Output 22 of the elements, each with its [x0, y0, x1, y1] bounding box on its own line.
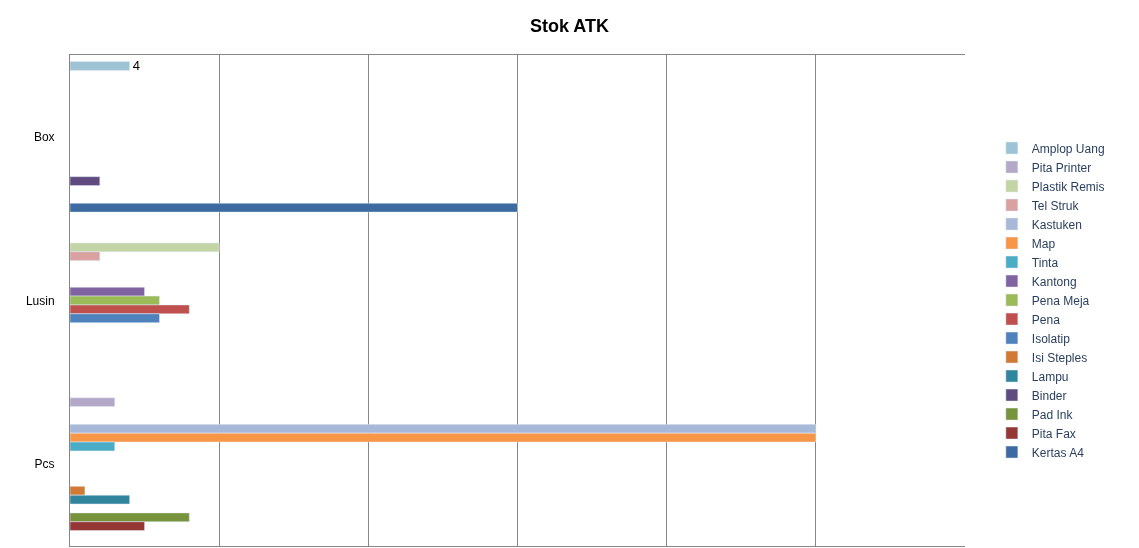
y-tick-label: Lusin: [25, 293, 55, 308]
legend-label: Pena Meja: [1031, 293, 1090, 308]
legend-label: Pita Fax: [1031, 426, 1076, 441]
chart-title: Stok ATK: [530, 15, 609, 36]
legend-label: Kantong: [1031, 274, 1077, 289]
legend-label: Pad Ink: [1031, 407, 1074, 422]
legend-label: Plastik Remis: [1031, 179, 1105, 194]
legend-label: Isolatip: [1031, 331, 1071, 346]
legend-label: Pita Printer: [1031, 160, 1092, 175]
legend-label: Amplop Uang: [1031, 141, 1105, 156]
y-tick-label: Pcs: [34, 457, 55, 472]
legend-label: Map: [1031, 236, 1056, 251]
legend-label: Kertas A4: [1031, 445, 1085, 460]
legend-label: Isi Steples: [1031, 350, 1088, 365]
data-label: 4: [132, 58, 140, 74]
legend-label: Tel Struk: [1031, 198, 1080, 213]
legend-label: Pena: [1031, 312, 1061, 327]
legend-label: Binder: [1031, 388, 1067, 403]
legend-label: Tinta: [1031, 255, 1059, 270]
legend-label: Lampu: [1031, 369, 1069, 384]
legend-label: Kastuken: [1031, 217, 1082, 232]
y-tick-label: Box: [33, 130, 55, 145]
